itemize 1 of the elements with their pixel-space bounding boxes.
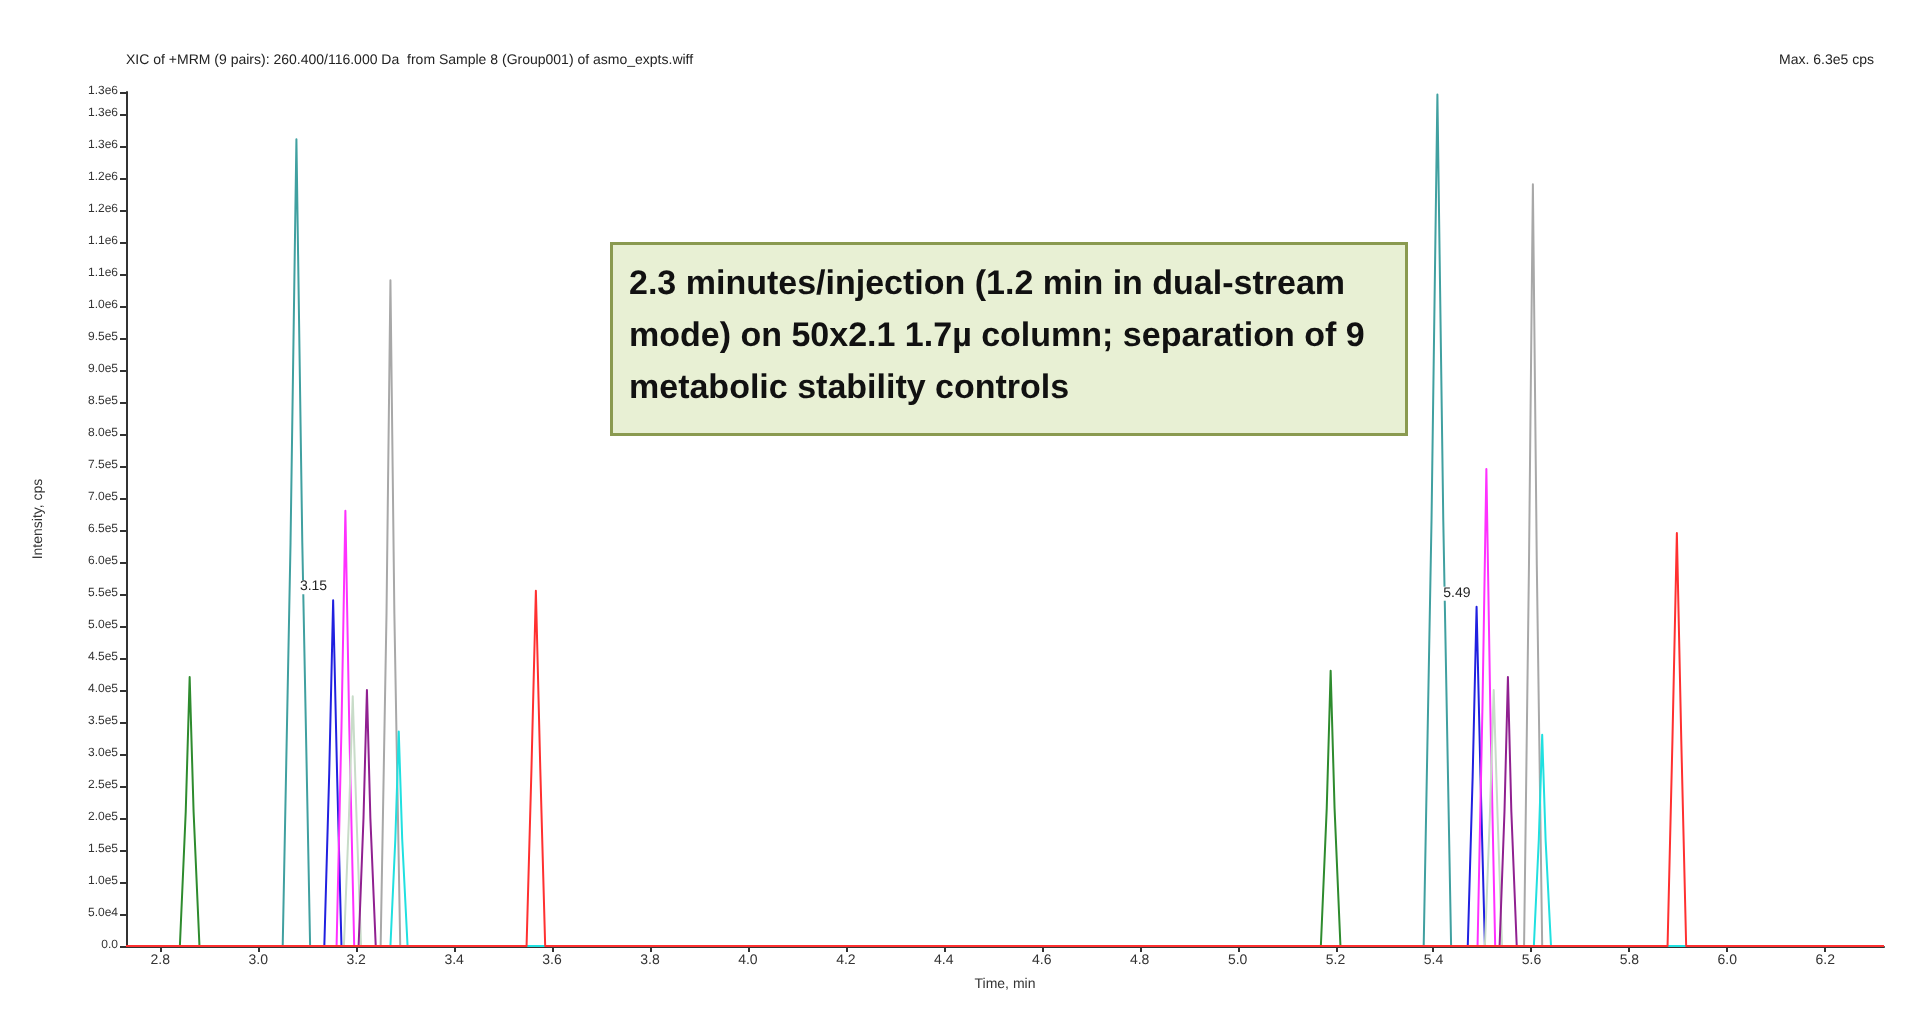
annotation: 2.3 minutes/injection (1.2 min in dual-stream mode) on 50x2.1 1.7µ column; separation of 9 metabolic stability controls [629,264,1375,406]
